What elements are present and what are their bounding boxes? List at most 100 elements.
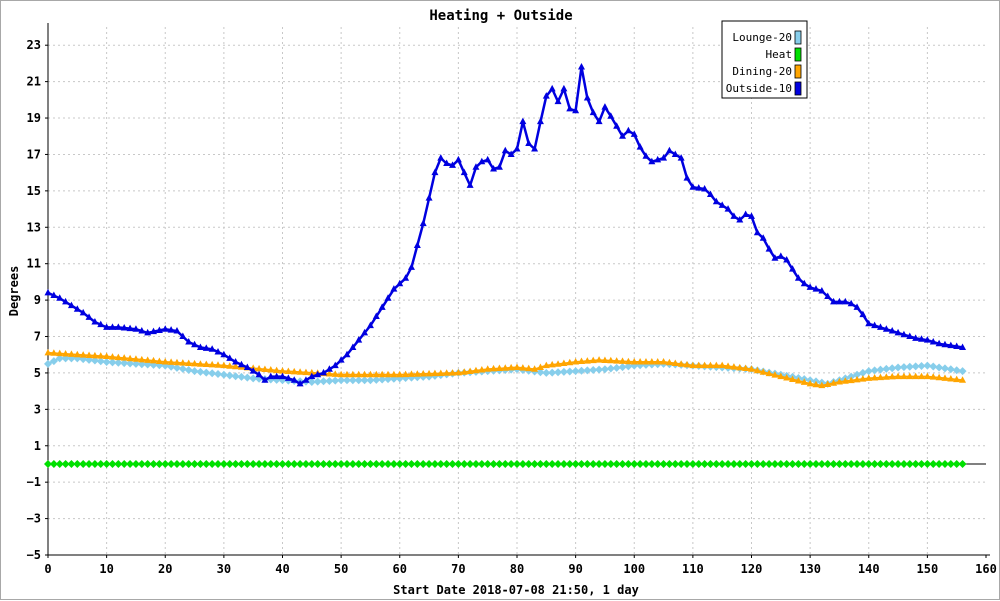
data-point-outside-10 <box>566 104 574 112</box>
data-point-heat <box>700 459 709 468</box>
data-point-outside-10 <box>484 155 492 163</box>
data-point-outside-10 <box>237 360 245 368</box>
data-point-outside-10 <box>478 157 486 165</box>
data-point-outside-10 <box>431 168 439 176</box>
data-point-lounge-20 <box>917 362 926 371</box>
x-tick-label: 150 <box>917 562 939 576</box>
data-point-dining-20 <box>173 358 181 366</box>
data-point-outside-10 <box>331 361 339 369</box>
x-tick-label: 130 <box>799 562 821 576</box>
data-point-heat <box>96 459 105 468</box>
data-point-dining-20 <box>466 367 474 374</box>
y-tick-label: 3 <box>34 402 41 416</box>
x-tick-label: 0 <box>44 562 51 576</box>
data-point-heat <box>653 459 662 468</box>
data-point-outside-10 <box>876 323 884 330</box>
data-point-dining-20 <box>437 369 445 376</box>
data-point-heat <box>618 459 627 468</box>
data-point-dining-20 <box>484 365 492 372</box>
data-point-outside-10 <box>185 337 193 345</box>
data-point-outside-10 <box>372 312 380 319</box>
data-point-lounge-20 <box>96 357 105 366</box>
data-point-heat <box>319 459 328 468</box>
data-point-dining-20 <box>918 372 926 380</box>
data-point-heat <box>137 459 146 468</box>
data-point-heat <box>706 459 715 468</box>
data-point-dining-20 <box>572 358 580 365</box>
data-point-lounge-20 <box>342 376 351 385</box>
data-point-outside-10 <box>630 130 638 137</box>
data-point-dining-20 <box>443 369 451 376</box>
data-point-heat <box>905 459 914 468</box>
data-point-heat <box>923 459 932 468</box>
data-point-dining-20 <box>261 365 269 372</box>
data-point-heat <box>155 459 164 468</box>
data-point-lounge-20 <box>331 376 340 385</box>
data-point-heat <box>747 459 756 468</box>
data-point-lounge-20 <box>864 367 873 376</box>
data-point-heat <box>196 459 205 468</box>
data-point-dining-20 <box>296 368 304 375</box>
data-point-lounge-20 <box>307 378 316 387</box>
y-tick-label: 23 <box>27 38 41 52</box>
data-point-heat <box>366 459 375 468</box>
data-point-dining-20 <box>665 358 673 366</box>
data-point-outside-10 <box>607 112 615 119</box>
data-point-outside-10 <box>419 219 427 227</box>
data-point-heat <box>542 459 551 468</box>
data-point-dining-20 <box>830 379 838 386</box>
data-point-heat <box>489 459 498 468</box>
data-point-lounge-20 <box>202 368 211 377</box>
data-point-dining-20 <box>308 368 316 376</box>
series-dining-20 <box>44 348 967 389</box>
data-point-outside-10 <box>835 297 843 305</box>
data-point-outside-10 <box>284 374 292 381</box>
data-point-outside-10 <box>67 301 75 309</box>
data-point-dining-20 <box>150 356 158 364</box>
data-point-outside-10 <box>894 328 902 336</box>
data-point-heat <box>231 459 240 468</box>
data-point-outside-10 <box>255 370 263 378</box>
data-point-dining-20 <box>677 360 685 367</box>
data-point-heat <box>583 459 592 468</box>
data-point-heat <box>817 459 826 468</box>
data-point-lounge-20 <box>853 370 862 379</box>
data-point-outside-10 <box>144 328 152 336</box>
data-point-outside-10 <box>548 84 556 92</box>
data-point-outside-10 <box>923 336 931 343</box>
data-point-outside-10 <box>888 327 896 334</box>
data-point-dining-20 <box>472 366 480 374</box>
data-point-lounge-20 <box>899 363 908 372</box>
data-point-heat <box>636 459 645 468</box>
data-point-heat <box>577 459 586 468</box>
data-point-outside-10 <box>900 330 908 338</box>
data-point-dining-20 <box>777 372 785 380</box>
data-point-dining-20 <box>490 364 498 372</box>
data-point-dining-20 <box>835 378 843 385</box>
data-point-dining-20 <box>748 365 755 372</box>
data-point-outside-10 <box>91 317 99 325</box>
data-point-heat <box>513 459 521 468</box>
x-tick-label: 60 <box>393 562 407 576</box>
data-point-heat <box>501 459 510 468</box>
data-point-heat <box>935 459 944 468</box>
data-point-heat <box>108 459 117 468</box>
data-point-heat <box>49 459 58 468</box>
data-point-dining-20 <box>654 358 662 365</box>
data-point-heat <box>829 459 838 468</box>
data-point-dining-20 <box>642 358 650 365</box>
data-point-heat <box>776 459 785 468</box>
data-point-dining-20 <box>396 370 404 378</box>
data-point-dining-20 <box>589 356 597 364</box>
data-point-dining-20 <box>56 349 64 357</box>
data-point-dining-20 <box>431 369 439 377</box>
data-point-heat <box>571 459 580 468</box>
data-point-heat <box>67 459 76 468</box>
data-point-dining-20 <box>402 370 410 378</box>
data-point-outside-10 <box>355 336 363 343</box>
data-point-heat <box>337 459 346 468</box>
data-point-outside-10 <box>624 126 632 134</box>
data-point-dining-20 <box>384 370 392 378</box>
data-point-outside-10 <box>765 245 773 252</box>
data-point-dining-20 <box>900 372 908 380</box>
